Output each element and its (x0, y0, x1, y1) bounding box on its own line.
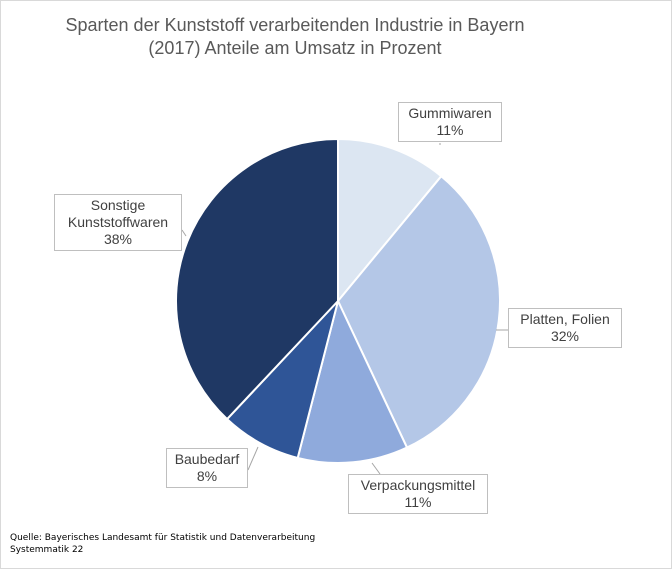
data-label-1: Gummiwaren 11% (398, 102, 502, 142)
data-label-value: 38% (103, 231, 133, 247)
source-line-1: Quelle: Bayerisches Landesamt für Statis… (10, 533, 316, 543)
data-label-5: Sonstige Kunststoffwaren 38% (54, 194, 182, 251)
pie-slice-3 (296, 298, 409, 464)
data-label-value: 8% (196, 468, 218, 484)
pie-slice-2 (336, 174, 501, 449)
data-label-3: Verpackungsmittel 11% (348, 474, 488, 514)
chart-title: Sparten der Kunststoff verarbeitenden In… (0, 14, 590, 60)
data-label-category: Kunststoffwaren (67, 214, 169, 230)
data-label-category: Gummiwaren (408, 105, 492, 121)
data-label-category: Baubedarf (174, 451, 240, 467)
chart-title-line-2: (2017) Anteile am Umsatz in Prozent (148, 38, 442, 58)
data-label-category: Verpackungsmittel (360, 477, 476, 493)
leader-line-5 (181, 229, 187, 237)
pie-slice-1 (337, 137, 443, 304)
pie-slice-5 (175, 137, 339, 421)
data-label-2: Platten, Folien 32% (508, 308, 622, 348)
leader-line-3 (371, 462, 381, 475)
source-note: Quelle: Bayerisches Landesamt für Statis… (10, 532, 315, 556)
data-label-category: Platten, Folien (520, 311, 610, 327)
chart-title-line-1: Sparten der Kunststoff verarbeitenden In… (65, 15, 525, 35)
data-label-value: 32% (550, 328, 580, 344)
data-label-value: 11% (404, 494, 432, 510)
leader-line-4 (247, 446, 259, 471)
data-label-4: Baubedarf 8% (166, 448, 248, 488)
data-label-category: Sonstige (90, 197, 146, 213)
data-label-value: 11% (436, 122, 464, 138)
source-line-2: Systemmatik 22 (10, 545, 84, 555)
